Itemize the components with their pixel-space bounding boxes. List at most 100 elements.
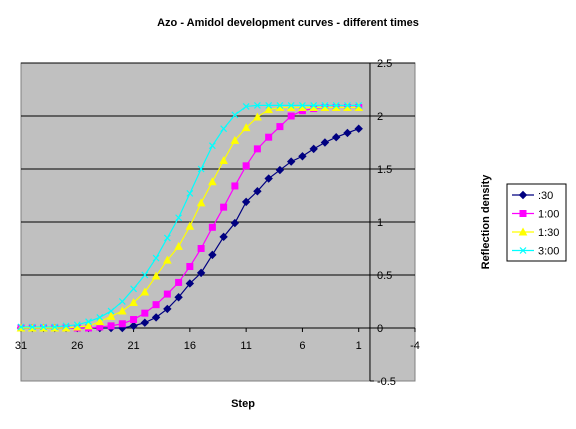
data-point (309, 144, 318, 154)
series-2 (16, 102, 364, 332)
marker-stroke (152, 254, 160, 262)
y-tick-label: 2.5 (377, 58, 392, 70)
data-point (208, 142, 216, 150)
data-point (287, 112, 295, 120)
data-point (117, 306, 127, 315)
marker-stroke (175, 214, 183, 222)
data-point (276, 123, 284, 131)
data-point (231, 182, 239, 190)
data-point (95, 317, 105, 326)
marker-stroke (51, 323, 59, 331)
y-tick-label: 0.5 (377, 270, 392, 282)
data-point (197, 165, 205, 173)
data-point (253, 187, 262, 196)
x-tick-label: -4 (410, 340, 420, 352)
data-point (106, 311, 116, 320)
marker-stroke (220, 125, 228, 133)
data-point (287, 101, 295, 109)
data-point (265, 133, 273, 141)
x-tick-label: 6 (299, 340, 305, 352)
data-point (17, 323, 25, 331)
marker-stroke (73, 321, 81, 329)
data-point (163, 304, 172, 314)
data-point (163, 290, 171, 298)
data-point (130, 316, 138, 324)
x-axis-label: Step (231, 398, 255, 410)
data-point (241, 197, 251, 207)
data-point (118, 320, 126, 328)
data-point (174, 241, 183, 250)
data-point (96, 313, 104, 321)
data-point (118, 298, 126, 305)
y-tick-label: 0 (377, 323, 383, 335)
marker-stroke (62, 322, 70, 330)
marker-stroke (130, 285, 137, 293)
marker-stroke (208, 142, 216, 150)
data-point (141, 271, 149, 279)
data-point (310, 101, 318, 109)
data-point (140, 287, 150, 296)
data-point (219, 155, 228, 165)
data-point (344, 101, 351, 109)
data-point (129, 321, 138, 331)
y-tick-label: 2 (377, 111, 383, 123)
legend-label: :30 (538, 190, 553, 202)
data-point (40, 323, 47, 331)
marker-stroke (141, 271, 149, 279)
data-point (286, 157, 296, 166)
data-point (354, 124, 363, 133)
data-point (185, 221, 195, 230)
data-point (355, 101, 363, 109)
data-point (73, 321, 81, 329)
data-point (152, 254, 160, 262)
data-point (175, 214, 183, 222)
legend-label: 3:00 (538, 246, 559, 258)
data-point (299, 101, 306, 109)
marker-stroke (265, 101, 273, 109)
data-point (107, 307, 115, 315)
data-point (253, 112, 262, 121)
series-layer (16, 101, 364, 333)
chart-title: Azo - Amidol development curves - differ… (157, 17, 419, 29)
data-point (230, 218, 240, 228)
data-point (298, 152, 307, 161)
data-point (51, 323, 59, 331)
data-point (253, 101, 261, 109)
data-point (185, 279, 195, 288)
y-axis-ticks: -0.5 0 0.5 1 1.5 2 2.5 (369, 58, 396, 388)
marker-stroke (287, 101, 295, 109)
data-point (220, 203, 228, 211)
data-point (163, 234, 171, 242)
data-point (152, 301, 160, 309)
marker-stroke (40, 323, 47, 331)
data-point (230, 135, 240, 144)
data-point (208, 223, 216, 231)
data-point (62, 322, 70, 330)
legend-item: 1:30 (512, 227, 559, 239)
plot-area: 31 26 21 16 11 6 1 -4 -0.5 0 0.5 1 1.5 2 2.5 (15, 58, 420, 388)
marker-stroke (321, 101, 329, 109)
marker-stroke (310, 101, 318, 109)
marker-stroke (355, 101, 363, 109)
marker-stroke (344, 101, 351, 109)
x-tick-label: 31 (15, 340, 27, 352)
data-point (343, 128, 352, 138)
data-point (196, 198, 206, 207)
data-point (175, 278, 183, 286)
marker-stroke (276, 101, 284, 109)
data-point (84, 321, 93, 330)
data-point (320, 138, 330, 147)
y-axis-label: Reflection density (480, 174, 492, 270)
data-point (276, 101, 284, 109)
legend-label: 1:00 (538, 209, 559, 221)
y-tick-label: 1 (377, 217, 383, 229)
marker-stroke (186, 189, 194, 197)
legend-box (506, 183, 567, 262)
data-point (331, 132, 341, 142)
data-point (220, 125, 228, 133)
data-point (151, 271, 161, 280)
data-point (264, 105, 273, 114)
marker-stroke (118, 298, 126, 305)
data-point (130, 285, 137, 293)
